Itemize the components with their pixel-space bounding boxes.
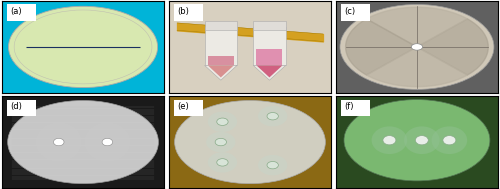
Ellipse shape	[404, 126, 440, 154]
Bar	[256, 49, 282, 65]
Ellipse shape	[217, 159, 228, 166]
Ellipse shape	[443, 136, 456, 145]
Ellipse shape	[8, 6, 158, 88]
Text: (b): (b)	[177, 7, 189, 16]
Ellipse shape	[344, 100, 490, 181]
Bar	[341, 100, 370, 116]
Ellipse shape	[372, 126, 407, 154]
Bar	[341, 5, 370, 21]
Ellipse shape	[383, 136, 396, 145]
Bar	[253, 21, 286, 30]
Text: (e): (e)	[177, 102, 189, 111]
Polygon shape	[256, 65, 282, 77]
Bar	[208, 56, 234, 65]
Ellipse shape	[54, 138, 64, 146]
Bar	[174, 5, 203, 21]
Ellipse shape	[416, 136, 428, 145]
Bar	[204, 21, 237, 30]
Ellipse shape	[412, 44, 422, 50]
Polygon shape	[366, 47, 468, 87]
Text: (a): (a)	[10, 7, 22, 16]
Polygon shape	[346, 19, 417, 75]
Bar	[7, 5, 36, 21]
Text: (f): (f)	[344, 102, 354, 111]
Ellipse shape	[8, 101, 158, 184]
Ellipse shape	[208, 152, 237, 173]
Polygon shape	[366, 7, 468, 47]
Polygon shape	[253, 65, 286, 80]
Ellipse shape	[217, 118, 228, 125]
Ellipse shape	[84, 123, 130, 161]
Bar	[174, 100, 203, 116]
Ellipse shape	[36, 123, 82, 161]
Bar	[204, 27, 237, 65]
Ellipse shape	[215, 138, 226, 146]
Ellipse shape	[340, 5, 494, 89]
Ellipse shape	[174, 101, 326, 184]
Text: (c): (c)	[344, 7, 355, 16]
Polygon shape	[208, 65, 234, 77]
Ellipse shape	[208, 112, 237, 132]
Ellipse shape	[206, 132, 236, 152]
Text: (d): (d)	[10, 102, 22, 111]
Ellipse shape	[267, 112, 278, 120]
Polygon shape	[204, 65, 237, 80]
Bar	[7, 100, 36, 116]
Bar	[253, 27, 286, 65]
Ellipse shape	[258, 106, 288, 126]
Ellipse shape	[102, 138, 113, 146]
Ellipse shape	[432, 126, 467, 154]
Ellipse shape	[267, 161, 278, 169]
Polygon shape	[417, 19, 488, 75]
Ellipse shape	[258, 155, 288, 175]
